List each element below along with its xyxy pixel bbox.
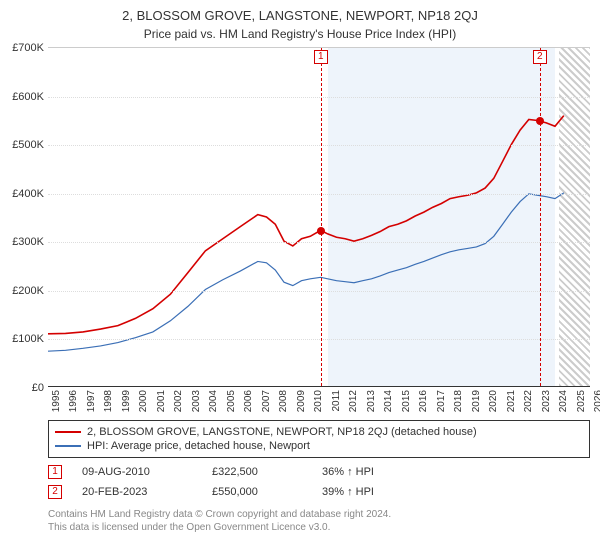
sale-row-date: 09-AUG-2010: [82, 466, 192, 478]
legend-box: 2, BLOSSOM GROVE, LANGSTONE, NEWPORT, NP…: [48, 420, 590, 458]
sale-row-marker: 2: [48, 485, 62, 499]
x-axis-label: 2004: [208, 390, 219, 412]
legend-item: 2, BLOSSOM GROVE, LANGSTONE, NEWPORT, NP…: [55, 425, 583, 439]
y-axis-label: £300K: [0, 236, 44, 248]
legend-label: 2, BLOSSOM GROVE, LANGSTONE, NEWPORT, NP…: [87, 426, 477, 438]
x-axis-label: 2018: [453, 390, 464, 412]
legend-item: HPI: Average price, detached house, Newp…: [55, 439, 583, 453]
legend-swatch: [55, 431, 81, 433]
chart-subtitle: Price paid vs. HM Land Registry's House …: [0, 23, 600, 47]
sales-table: 1 09-AUG-2010 £322,500 36% ↑ HPI 2 20-FEB-202…: [48, 462, 590, 502]
x-axis-label: 1998: [103, 390, 114, 412]
x-axis-label: 2011: [331, 390, 342, 412]
x-axis-label: 2006: [243, 390, 254, 412]
y-axis-label: £700K: [0, 42, 44, 54]
y-axis-label: £400K: [0, 188, 44, 200]
sale-row-date: 20-FEB-2023: [82, 486, 192, 498]
y-axis-label: £100K: [0, 333, 44, 345]
x-axis-label: 2000: [138, 390, 149, 412]
sale-row-price: £550,000: [212, 486, 302, 498]
x-axis-label: 2007: [261, 390, 272, 412]
y-axis-label: £0: [0, 382, 44, 394]
y-axis-label: £600K: [0, 91, 44, 103]
sale-marker-box: 2: [533, 50, 547, 64]
sale-vline: [321, 48, 322, 386]
sale-row-price: £322,500: [212, 466, 302, 478]
x-axis-label: 2025: [576, 390, 587, 412]
x-axis-label: 2026: [593, 390, 600, 412]
x-axis-label: 2002: [173, 390, 184, 412]
x-axis-label: 2008: [278, 390, 289, 412]
x-axis-label: 1997: [86, 390, 97, 412]
chart-title: 2, BLOSSOM GROVE, LANGSTONE, NEWPORT, NP…: [0, 0, 600, 23]
x-axis-label: 2003: [191, 390, 202, 412]
sale-row: 2 20-FEB-2023 £550,000 39% ↑ HPI: [48, 482, 590, 502]
sale-dot: [317, 227, 325, 235]
x-axis-label: 2015: [401, 390, 412, 412]
series-line-property: [48, 116, 564, 334]
series-line-hpi: [48, 193, 564, 351]
y-axis-label: £200K: [0, 285, 44, 297]
chart-area: £0£100K£200K£300K£400K£500K£600K£700K199…: [48, 47, 590, 412]
x-axis-label: 2001: [156, 390, 167, 412]
gridline: [48, 291, 590, 292]
x-axis-label: 2016: [418, 390, 429, 412]
gridline: [48, 145, 590, 146]
sale-marker-box: 1: [314, 50, 328, 64]
legend-label: HPI: Average price, detached house, Newp…: [87, 440, 310, 452]
x-axis-label: 2010: [313, 390, 324, 412]
sale-vline: [540, 48, 541, 386]
x-axis-label: 2009: [296, 390, 307, 412]
x-axis-label: 2017: [436, 390, 447, 412]
x-axis-label: 2012: [348, 390, 359, 412]
gridline: [48, 97, 590, 98]
sale-row: 1 09-AUG-2010 £322,500 36% ↑ HPI: [48, 462, 590, 482]
x-axis-label: 1996: [68, 390, 79, 412]
sale-row-delta: 39% ↑ HPI: [322, 486, 412, 498]
sale-row-delta: 36% ↑ HPI: [322, 466, 412, 478]
sale-row-marker: 1: [48, 465, 62, 479]
gridline: [48, 339, 590, 340]
x-axis-label: 2014: [383, 390, 394, 412]
x-axis-label: 2020: [488, 390, 499, 412]
gridline: [48, 242, 590, 243]
x-axis-label: 2013: [366, 390, 377, 412]
x-axis-label: 2021: [506, 390, 517, 412]
footer-line-2: This data is licensed under the Open Gov…: [48, 521, 590, 534]
plot-region: £0£100K£200K£300K£400K£500K£600K£700K199…: [48, 47, 590, 387]
sale-dot: [536, 117, 544, 125]
y-axis-label: £500K: [0, 139, 44, 151]
x-axis-label: 1999: [121, 390, 132, 412]
gridline: [48, 194, 590, 195]
footer-line-1: Contains HM Land Registry data © Crown c…: [48, 508, 590, 521]
x-axis-label: 2005: [226, 390, 237, 412]
legend-swatch: [55, 445, 81, 447]
line-series-svg: [48, 48, 590, 386]
x-axis-label: 2024: [558, 390, 569, 412]
x-axis-label: 2023: [541, 390, 552, 412]
footer-attribution: Contains HM Land Registry data © Crown c…: [48, 508, 590, 534]
x-axis-label: 2019: [471, 390, 482, 412]
x-axis-label: 2022: [523, 390, 534, 412]
x-axis-label: 1995: [51, 390, 62, 412]
